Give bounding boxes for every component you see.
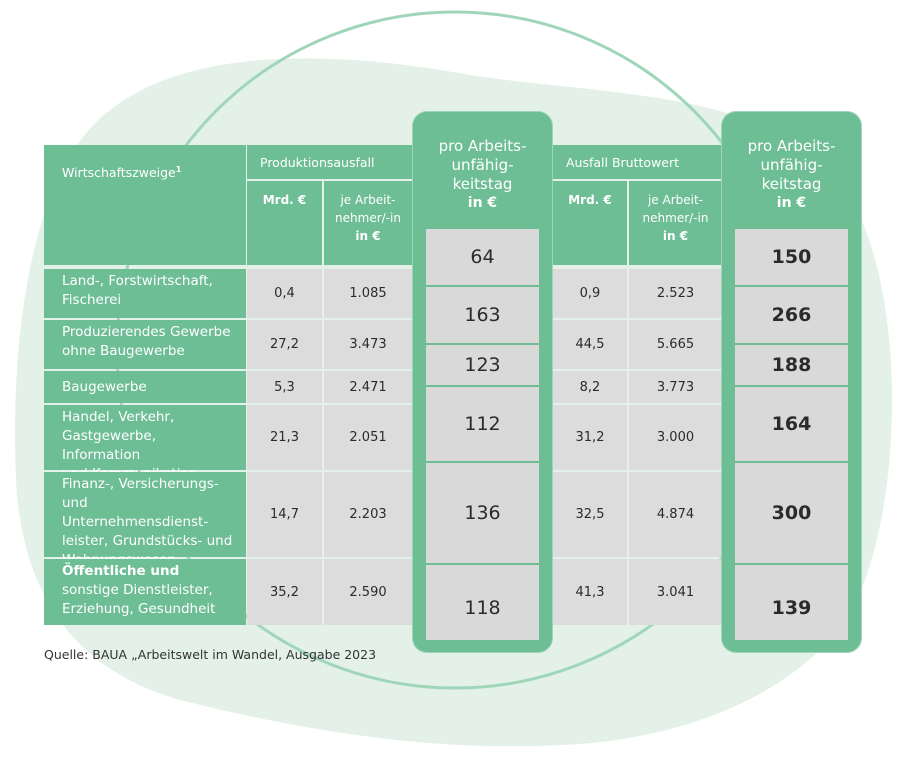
- header-prod-per-day-line2: unfähig-: [451, 156, 514, 174]
- header-gross-per-employee: je Arbeit- nehmer/-in in €: [629, 181, 722, 265]
- header-prod-per-day-unit: in €: [467, 195, 498, 211]
- cell-gross-bn: 32,5: [553, 472, 627, 557]
- header-prod-per-employee: je Arbeit- nehmer/-in in €: [324, 181, 412, 265]
- cell-prod-per-day: 64: [426, 229, 539, 285]
- row-label-line: Gastgewerbe, Information: [62, 428, 156, 463]
- cell-prod-bn: 5,3: [247, 371, 322, 403]
- cell-prod-bn: 21,3: [247, 405, 322, 470]
- cell-gross-per-emp: 4.874: [629, 472, 722, 557]
- header-sectors: Wirtschaftszweige1: [44, 145, 246, 265]
- cell-prod-per-emp: 2.590: [324, 559, 412, 625]
- row-label-line: Finanz-, Versicherungs-: [62, 476, 219, 492]
- cell-gross-bn: 0,9: [553, 269, 627, 318]
- header-gross-value-loss-label: Ausfall Bruttowert: [566, 155, 680, 170]
- cell-prod-per-day: 163: [426, 287, 539, 343]
- header-gross-per-employee-line2: nehmer/-in: [642, 211, 709, 225]
- cell-prod-per-emp: 2.471: [324, 371, 412, 403]
- header-production-loss: Produktionsausfall: [247, 145, 412, 179]
- cell-prod-per-emp: 1.085: [324, 269, 412, 318]
- cell-prod-bn: 27,2: [247, 320, 322, 369]
- header-gross-per-day-unit: in €: [776, 195, 807, 211]
- row-label-public-services: Öffentliche und sonstige Dienstleister, …: [44, 559, 246, 625]
- row-label-line: sonstige Dienstleister,: [62, 582, 213, 598]
- header-gross-per-day-line2: unfähig-: [760, 156, 823, 174]
- header-prod-per-employee-unit: in €: [355, 229, 381, 243]
- cell-gross-bn: 41,3: [553, 559, 627, 625]
- cell-prod-bn: 0,4: [247, 269, 322, 318]
- row-label-line: Fischerei: [62, 292, 122, 308]
- row-label-line: Land-, Forstwirtschaft,: [62, 273, 213, 289]
- header-gross-bn-label: Mrd. €: [568, 193, 612, 207]
- row-label-line: Erziehung, Gesundheit: [62, 601, 216, 617]
- row-label-bold-line: Öffentliche und: [62, 563, 180, 579]
- header-gross-per-employee-unit: in €: [662, 229, 689, 243]
- cell-gross-bn: 31,2: [553, 405, 627, 470]
- row-label-construction: Baugewerbe: [44, 371, 246, 403]
- row-label-line: Produzierendes Gewerbe: [62, 324, 231, 340]
- header-gross-per-day: pro Arbeits- unfähig- keitstag in €: [722, 137, 861, 213]
- header-gross-per-employee-line1: je Arbeit-: [647, 193, 704, 207]
- cell-gross-per-day: 164: [735, 387, 848, 461]
- row-label-manufacturing: Produzierendes Gewerbe ohne Baugewerbe: [44, 320, 246, 369]
- source-note: Quelle: BAUA „Arbeitswelt im Wandel, Aus…: [44, 647, 377, 662]
- header-gross-per-day-line3: keitstag: [761, 175, 822, 193]
- cell-prod-per-day: 112: [426, 387, 539, 461]
- cell-prod-per-day: 118: [426, 565, 539, 640]
- row-label-line: und Unternehmensdienst-: [62, 495, 209, 530]
- row-label-line: leister, Grundstücks- und: [62, 533, 233, 549]
- header-prod-bn-label: Mrd. €: [262, 193, 307, 207]
- row-label-finance: Finanz-, Versicherungs- und Unternehmens…: [44, 472, 246, 568]
- header-prod-per-day-line1: pro Arbeits-: [438, 137, 527, 155]
- cell-gross-per-day: 188: [735, 345, 848, 385]
- cell-prod-per-day: 123: [426, 345, 539, 385]
- cell-gross-per-emp: 3.041: [629, 559, 722, 625]
- row-label-agriculture: Land-, Forstwirtschaft, Fischerei: [44, 269, 246, 318]
- header-gross-value-loss: Ausfall Bruttowert: [553, 145, 722, 179]
- row-label-line: Baugewerbe: [62, 379, 147, 395]
- footnote-marker: 1: [175, 165, 182, 174]
- header-production-loss-label: Produktionsausfall: [260, 155, 375, 170]
- row-label-line: ohne Baugewerbe: [62, 343, 185, 359]
- cell-gross-per-emp: 2.523: [629, 269, 722, 318]
- header-prod-per-day: pro Arbeits- unfähig- keitstag in €: [413, 137, 552, 213]
- cell-gross-per-day: 139: [735, 565, 848, 640]
- cell-gross-bn: 8,2: [553, 371, 627, 403]
- header-prod-per-employee-line2: nehmer/-in: [335, 211, 401, 225]
- cell-prod-per-emp: 3.473: [324, 320, 412, 369]
- cell-gross-bn: 44,5: [553, 320, 627, 369]
- row-label-trade: Handel, Verkehr, Gastgewerbe, Informatio…: [44, 405, 246, 482]
- cell-gross-per-emp: 3.000: [629, 405, 722, 470]
- cell-prod-per-emp: 2.051: [324, 405, 412, 470]
- cell-gross-per-emp: 3.773: [629, 371, 722, 403]
- row-label-line: Handel, Verkehr,: [62, 409, 175, 425]
- header-gross-bn: Mrd. €: [553, 181, 627, 265]
- header-prod-per-employee-line1: je Arbeit-: [340, 193, 396, 207]
- cell-prod-bn: 35,2: [247, 559, 322, 625]
- cell-gross-per-day: 266: [735, 287, 848, 343]
- cell-prod-per-day: 136: [426, 463, 539, 563]
- cell-gross-per-day: 150: [735, 229, 848, 285]
- header-sectors-label: Wirtschaftszweige: [62, 165, 176, 181]
- cell-gross-per-emp: 5.665: [629, 320, 722, 369]
- cell-prod-bn: 14,7: [247, 472, 322, 557]
- header-gross-per-day-line1: pro Arbeits-: [747, 137, 836, 155]
- header-prod-per-day-line3: keitstag: [452, 175, 513, 193]
- cell-prod-per-emp: 2.203: [324, 472, 412, 557]
- cell-gross-per-day: 300: [735, 463, 848, 563]
- header-prod-bn: Mrd. €: [247, 181, 322, 265]
